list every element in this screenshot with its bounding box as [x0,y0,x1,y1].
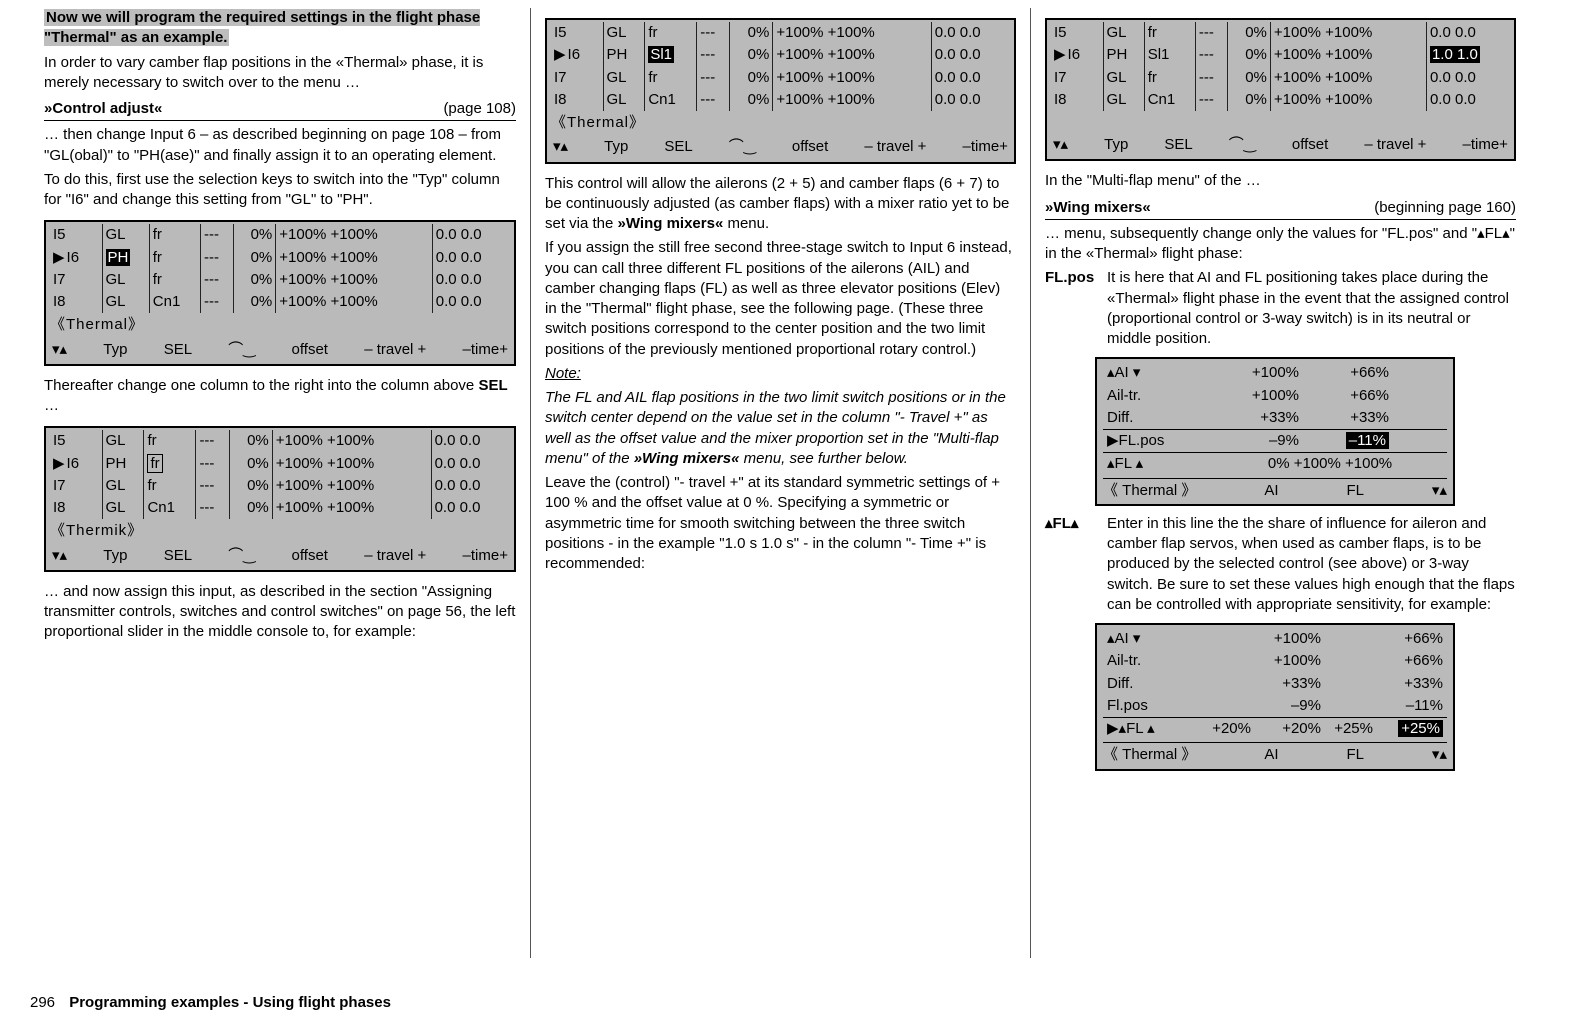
lcd-table-a: I5GLfr---0%+100% +100%0.0 0.0I6PHfr---0%… [44,220,516,366]
lcd-footer: ▾▴ Typ SEL ⌒‿ offset – travel + –time+ [50,340,510,360]
col3-p1: In the "Multi-flap menu" of the … [1045,171,1516,191]
col3-p2: … menu, subsequently change only the val… [1045,224,1516,265]
lcd-table-c: I5GLfr---0%+100% +100%0.0 0.0I6PHSl1---0… [545,18,1016,164]
col1-p2: … then change Input 6 – as described beg… [44,125,516,166]
col2-p4: Leave the (control) "- travel +" at its … [545,473,1016,574]
page-footer: 296 Programming examples - Using flight … [30,993,391,1013]
lcd-table-b: I5GLfr---0%+100% +100%0.0 0.0I6PHfr---0%… [44,426,516,572]
col2-p2: If you assign the still free second thre… [545,238,1016,360]
section-head-control-adjust: »Control adjust« (page 108) [44,99,516,121]
col1-p1: In order to vary camber flap positions i… [44,53,516,94]
col1-p5: … and now assign this input, as describe… [44,582,516,643]
mini-table-a: ▴AI ▾+100%+66%Ail-tr.+100%+66%Diff.+33%+… [1095,357,1455,506]
col1-p4: Thereafter change one column to the righ… [44,376,516,417]
col1-p3: To do this, first use the selection keys… [44,170,516,211]
def-fl: ▴FL▴ Enter in this line the the share of… [1045,514,1516,615]
def-flpos: FL.pos It is here that AI and FL positio… [1045,268,1516,349]
column-left: Now we will program the required setting… [30,8,530,958]
column-right: I5GLfr---0%+100% +100%0.0 0.0I6PHSl1---0… [1030,8,1530,958]
section-head-wing-mixers: »Wing mixers« (beginning page 160) [1045,198,1516,220]
lcd-table-d: I5GLfr---0%+100% +100%0.0 0.0I6PHSl1---0… [1045,18,1516,161]
col2-p3: The FL and AIL flap positions in the two… [545,388,1016,469]
mini-table-b: ▴AI ▾+100%+66%Ail-tr.+100%+66%Diff.+33%+… [1095,623,1455,771]
intro-highlight: Now we will program the required setting… [44,9,480,46]
column-middle: I5GLfr---0%+100% +100%0.0 0.0I6PHSl1---0… [530,8,1030,958]
note-label: Note: [545,365,581,382]
col2-p1: This control will allow the ailerons (2 … [545,174,1016,235]
